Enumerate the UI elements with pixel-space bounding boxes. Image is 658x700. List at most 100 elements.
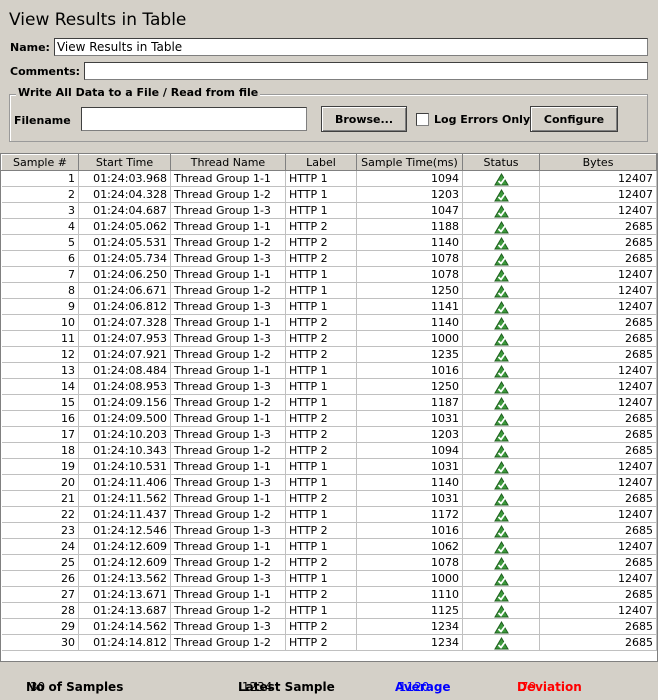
log-errors-checkbox[interactable] — [416, 113, 429, 126]
success-icon — [493, 492, 509, 506]
cell-thread-name: Thread Group 1-2 — [170, 634, 286, 651]
success-icon — [493, 428, 509, 442]
table-row[interactable]: 18 01:24:10.343 Thread Group 1-2 HTTP 2 1094… — [1, 442, 657, 459]
cell-status — [462, 170, 540, 187]
cell-bytes: 2685 — [539, 218, 657, 235]
cell-sample-number: 20 — [1, 474, 79, 491]
col-sample-time[interactable]: Sample Time(ms) — [356, 154, 463, 171]
configure-button[interactable]: Configure — [530, 106, 618, 132]
cell-start-time: 01:24:11.406 — [78, 474, 171, 491]
cell-start-time: 01:24:07.328 — [78, 314, 171, 331]
cell-bytes: 12407 — [539, 458, 657, 475]
table-row[interactable]: 12 01:24:07.921 Thread Group 1-2 HTTP 2 1235… — [1, 346, 657, 363]
col-start-time[interactable]: Start Time — [78, 154, 171, 171]
cell-label: HTTP 1 — [285, 282, 357, 299]
table-row[interactable]: 26 01:24:13.562 Thread Group 1-3 HTTP 1 1000… — [1, 570, 657, 587]
cell-label: HTTP 2 — [285, 218, 357, 235]
col-status[interactable]: Status — [462, 154, 540, 171]
table-row[interactable]: 24 01:24:12.609 Thread Group 1-1 HTTP 1 1062… — [1, 538, 657, 555]
table-row[interactable]: 25 01:24:12.609 Thread Group 1-2 HTTP 2 1078… — [1, 554, 657, 571]
cell-label: HTTP 1 — [285, 538, 357, 555]
comments-input[interactable] — [84, 62, 648, 80]
cell-start-time: 01:24:13.562 — [78, 570, 171, 587]
cell-bytes: 12407 — [539, 202, 657, 219]
cell-status — [462, 298, 540, 315]
table-row[interactable]: 9 01:24:06.812 Thread Group 1-3 HTTP 1 1141 1… — [1, 298, 657, 315]
cell-start-time: 01:24:06.250 — [78, 266, 171, 283]
table-row[interactable]: 6 01:24:05.734 Thread Group 1-3 HTTP 2 1078 2… — [1, 250, 657, 267]
table-row[interactable]: 14 01:24:08.953 Thread Group 1-3 HTTP 1 1250… — [1, 378, 657, 395]
table-row[interactable]: 19 01:24:10.531 Thread Group 1-1 HTTP 1 1031… — [1, 458, 657, 475]
name-input[interactable] — [53, 38, 648, 56]
cell-sample-time: 1187 — [356, 394, 463, 411]
cell-thread-name: Thread Group 1-1 — [170, 362, 286, 379]
cell-sample-time: 1234 — [356, 634, 463, 651]
cell-sample-number: 11 — [1, 330, 79, 347]
browse-button[interactable]: Browse... — [321, 106, 407, 132]
cell-label: HTTP 2 — [285, 442, 357, 459]
latest-label: Latest Sample — [238, 680, 335, 694]
table-row[interactable]: 16 01:24:09.500 Thread Group 1-1 HTTP 2 1031… — [1, 410, 657, 427]
cell-sample-number: 24 — [1, 538, 79, 555]
log-errors-toggle[interactable]: Log Errors Only — [416, 113, 530, 126]
success-icon — [493, 284, 509, 298]
cell-thread-name: Thread Group 1-3 — [170, 522, 286, 539]
table-row[interactable]: 15 01:24:09.156 Thread Group 1-2 HTTP 1 1187… — [1, 394, 657, 411]
col-bytes[interactable]: Bytes — [539, 154, 657, 171]
table-row[interactable]: 17 01:24:10.203 Thread Group 1-3 HTTP 2 1203… — [1, 426, 657, 443]
cell-bytes: 2685 — [539, 586, 657, 603]
table-row[interactable]: 27 01:24:13.671 Thread Group 1-1 HTTP 2 1110… — [1, 586, 657, 603]
table-row[interactable]: 23 01:24:12.546 Thread Group 1-3 HTTP 2 1016… — [1, 522, 657, 539]
col-label[interactable]: Label — [285, 154, 357, 171]
table-row[interactable]: 13 01:24:08.484 Thread Group 1-1 HTTP 1 1016… — [1, 362, 657, 379]
cell-status — [462, 522, 540, 539]
cell-thread-name: Thread Group 1-3 — [170, 618, 286, 635]
cell-label: HTTP 1 — [285, 474, 357, 491]
cell-sample-number: 8 — [1, 282, 79, 299]
cell-start-time: 01:24:11.437 — [78, 506, 171, 523]
success-icon — [493, 620, 509, 634]
cell-status — [462, 426, 540, 443]
cell-start-time: 01:24:13.687 — [78, 602, 171, 619]
cell-status — [462, 538, 540, 555]
cell-thread-name: Thread Group 1-2 — [170, 186, 286, 203]
filename-input[interactable] — [81, 107, 307, 131]
col-sample-number[interactable]: Sample # — [1, 154, 79, 171]
cell-start-time: 01:24:06.671 — [78, 282, 171, 299]
table-row[interactable]: 4 01:24:05.062 Thread Group 1-1 HTTP 2 1188 2… — [1, 218, 657, 235]
deviation-value: 79 — [520, 680, 537, 694]
cell-bytes: 2685 — [539, 522, 657, 539]
table-row[interactable]: 7 01:24:06.250 Thread Group 1-1 HTTP 1 1078 1… — [1, 266, 657, 283]
cell-bytes: 2685 — [539, 442, 657, 459]
table-row[interactable]: 22 01:24:11.437 Thread Group 1-2 HTTP 1 1172… — [1, 506, 657, 523]
table-row[interactable]: 8 01:24:06.671 Thread Group 1-2 HTTP 1 1250 1… — [1, 282, 657, 299]
cell-start-time: 01:24:08.953 — [78, 378, 171, 395]
table-row[interactable]: 3 01:24:04.687 Thread Group 1-3 HTTP 1 1047 1… — [1, 202, 657, 219]
success-icon — [493, 332, 509, 346]
success-icon — [493, 572, 509, 586]
cell-status — [462, 618, 540, 635]
cell-start-time: 01:24:07.953 — [78, 330, 171, 347]
table-row[interactable]: 21 01:24:11.562 Thread Group 1-1 HTTP 2 1031… — [1, 490, 657, 507]
cell-sample-number: 18 — [1, 442, 79, 459]
table-row[interactable]: 29 01:24:14.562 Thread Group 1-3 HTTP 2 1234… — [1, 618, 657, 635]
col-thread-name[interactable]: Thread Name — [170, 154, 286, 171]
table-row[interactable]: 11 01:24:07.953 Thread Group 1-3 HTTP 2 1000… — [1, 330, 657, 347]
table-row[interactable]: 28 01:24:13.687 Thread Group 1-2 HTTP 1 1125… — [1, 602, 657, 619]
cell-label: HTTP 2 — [285, 346, 357, 363]
cell-bytes: 12407 — [539, 186, 657, 203]
cell-start-time: 01:24:03.968 — [78, 170, 171, 187]
cell-status — [462, 602, 540, 619]
cell-thread-name: Thread Group 1-1 — [170, 458, 286, 475]
table-row[interactable]: 1 01:24:03.968 Thread Group 1-1 HTTP 1 1094 1… — [1, 170, 657, 187]
table-row[interactable]: 10 01:24:07.328 Thread Group 1-1 HTTP 2 1140… — [1, 314, 657, 331]
table-row[interactable]: 20 01:24:11.406 Thread Group 1-3 HTTP 1 1140… — [1, 474, 657, 491]
cell-sample-number: 22 — [1, 506, 79, 523]
cell-sample-time: 1235 — [356, 346, 463, 363]
table-row[interactable]: 2 01:24:04.328 Thread Group 1-2 HTTP 1 1203 1… — [1, 186, 657, 203]
success-icon — [493, 268, 509, 282]
success-icon — [493, 556, 509, 570]
cell-label: HTTP 1 — [285, 362, 357, 379]
table-row[interactable]: 30 01:24:14.812 Thread Group 1-2 HTTP 2 1234… — [1, 634, 657, 651]
table-row[interactable]: 5 01:24:05.531 Thread Group 1-2 HTTP 2 1140 2… — [1, 234, 657, 251]
